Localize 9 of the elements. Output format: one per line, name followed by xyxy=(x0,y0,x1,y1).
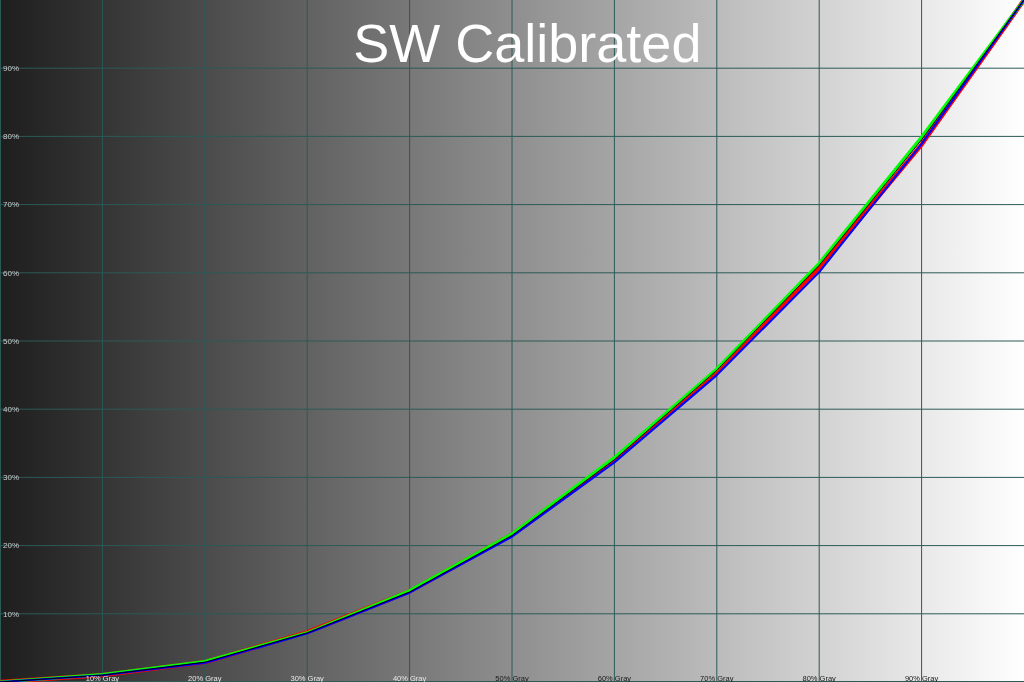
y-tick-label: 40% xyxy=(3,405,20,414)
y-tick-label: 60% xyxy=(3,268,20,278)
y-tick-label: 30% xyxy=(3,473,20,483)
y-tick-label: 80% xyxy=(3,132,20,142)
y-tick-label: 90% xyxy=(3,64,20,73)
y-tick-label: 20% xyxy=(3,541,20,551)
y-tick-label: 10% xyxy=(3,609,20,619)
y-tick-label: 70% xyxy=(3,200,20,210)
y-tick-label: 50% xyxy=(3,336,20,346)
